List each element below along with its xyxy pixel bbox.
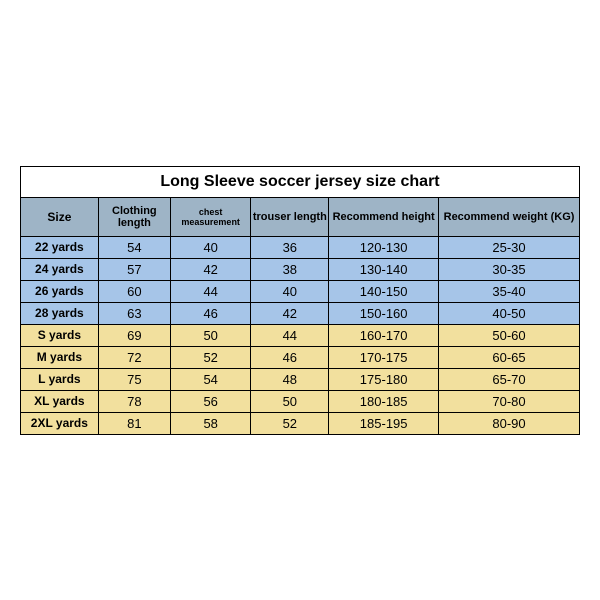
size-chart-container: Long Sleeve soccer jersey size chart Siz… bbox=[0, 0, 600, 600]
cell-cloth: 63 bbox=[98, 302, 170, 324]
cell-cloth: 72 bbox=[98, 346, 170, 368]
cell-trouser: 36 bbox=[251, 236, 329, 258]
column-header-cloth: Clothing length bbox=[98, 197, 170, 236]
cell-size: 28 yards bbox=[21, 302, 99, 324]
cell-weight: 25-30 bbox=[439, 236, 580, 258]
cell-chest: 52 bbox=[170, 346, 250, 368]
column-header-height: Recommend height bbox=[329, 197, 439, 236]
column-header-trouser: trouser length bbox=[251, 197, 329, 236]
table-row: 22 yards544036120-13025-30 bbox=[21, 236, 580, 258]
cell-size: 22 yards bbox=[21, 236, 99, 258]
cell-weight: 80-90 bbox=[439, 412, 580, 434]
cell-size: XL yards bbox=[21, 390, 99, 412]
table-row: 26 yards604440140-15035-40 bbox=[21, 280, 580, 302]
cell-weight: 35-40 bbox=[439, 280, 580, 302]
header-row: SizeClothing lengthchest measurementtrou… bbox=[21, 197, 580, 236]
table-title: Long Sleeve soccer jersey size chart bbox=[21, 166, 580, 197]
table-row: S yards695044160-17050-60 bbox=[21, 324, 580, 346]
cell-chest: 50 bbox=[170, 324, 250, 346]
table-row: 24 yards574238130-14030-35 bbox=[21, 258, 580, 280]
cell-trouser: 48 bbox=[251, 368, 329, 390]
size-chart-table: Long Sleeve soccer jersey size chart Siz… bbox=[20, 166, 580, 435]
cell-cloth: 81 bbox=[98, 412, 170, 434]
cell-chest: 46 bbox=[170, 302, 250, 324]
cell-weight: 60-65 bbox=[439, 346, 580, 368]
cell-size: M yards bbox=[21, 346, 99, 368]
column-header-size: Size bbox=[21, 197, 99, 236]
cell-size: 24 yards bbox=[21, 258, 99, 280]
table-row: L yards755448175-18065-70 bbox=[21, 368, 580, 390]
cell-weight: 50-60 bbox=[439, 324, 580, 346]
column-header-chest: chest measurement bbox=[170, 197, 250, 236]
cell-trouser: 52 bbox=[251, 412, 329, 434]
cell-weight: 40-50 bbox=[439, 302, 580, 324]
column-header-weight: Recommend weight (KG) bbox=[439, 197, 580, 236]
cell-size: 26 yards bbox=[21, 280, 99, 302]
cell-trouser: 38 bbox=[251, 258, 329, 280]
cell-height: 130-140 bbox=[329, 258, 439, 280]
cell-weight: 70-80 bbox=[439, 390, 580, 412]
cell-weight: 65-70 bbox=[439, 368, 580, 390]
cell-height: 175-180 bbox=[329, 368, 439, 390]
cell-cloth: 78 bbox=[98, 390, 170, 412]
cell-chest: 44 bbox=[170, 280, 250, 302]
table-row: XL yards785650180-18570-80 bbox=[21, 390, 580, 412]
table-row: 2XL yards815852185-19580-90 bbox=[21, 412, 580, 434]
cell-height: 120-130 bbox=[329, 236, 439, 258]
cell-cloth: 57 bbox=[98, 258, 170, 280]
cell-height: 140-150 bbox=[329, 280, 439, 302]
cell-chest: 58 bbox=[170, 412, 250, 434]
cell-trouser: 40 bbox=[251, 280, 329, 302]
cell-cloth: 69 bbox=[98, 324, 170, 346]
cell-chest: 40 bbox=[170, 236, 250, 258]
cell-height: 160-170 bbox=[329, 324, 439, 346]
cell-size: 2XL yards bbox=[21, 412, 99, 434]
cell-height: 180-185 bbox=[329, 390, 439, 412]
cell-trouser: 50 bbox=[251, 390, 329, 412]
cell-cloth: 54 bbox=[98, 236, 170, 258]
table-row: 28 yards634642150-16040-50 bbox=[21, 302, 580, 324]
cell-chest: 56 bbox=[170, 390, 250, 412]
table-row: M yards725246170-17560-65 bbox=[21, 346, 580, 368]
title-row: Long Sleeve soccer jersey size chart bbox=[21, 166, 580, 197]
cell-trouser: 44 bbox=[251, 324, 329, 346]
cell-chest: 54 bbox=[170, 368, 250, 390]
cell-cloth: 60 bbox=[98, 280, 170, 302]
cell-weight: 30-35 bbox=[439, 258, 580, 280]
cell-trouser: 46 bbox=[251, 346, 329, 368]
cell-size: S yards bbox=[21, 324, 99, 346]
cell-chest: 42 bbox=[170, 258, 250, 280]
cell-height: 185-195 bbox=[329, 412, 439, 434]
cell-size: L yards bbox=[21, 368, 99, 390]
cell-height: 170-175 bbox=[329, 346, 439, 368]
cell-height: 150-160 bbox=[329, 302, 439, 324]
cell-trouser: 42 bbox=[251, 302, 329, 324]
cell-cloth: 75 bbox=[98, 368, 170, 390]
